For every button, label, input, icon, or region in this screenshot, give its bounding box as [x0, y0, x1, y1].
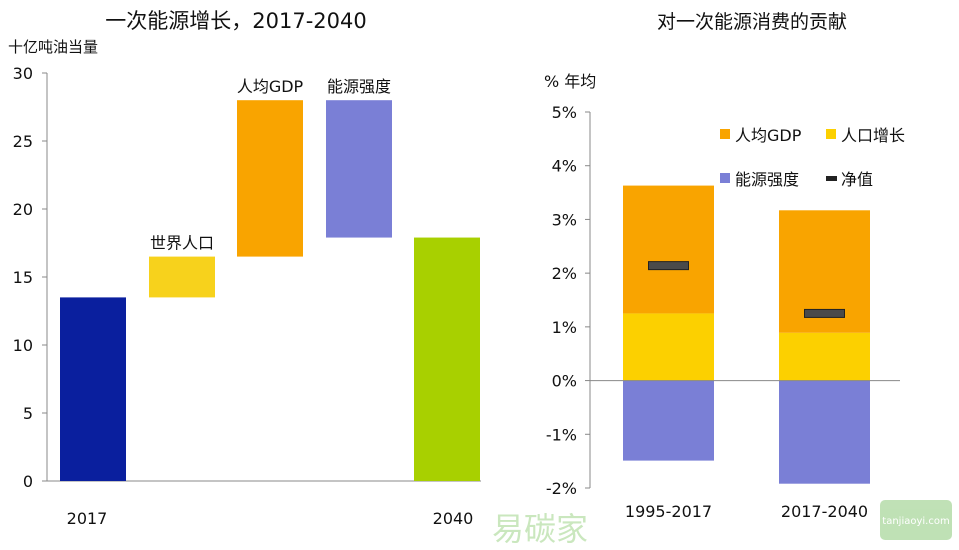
right-y-label: % 年均 [544, 72, 596, 91]
y-tick-label: 25 [13, 132, 33, 151]
legend-label: 人口增长 [841, 126, 905, 145]
y-tick-label: 0 [23, 472, 33, 491]
y-tick-label: 30 [13, 64, 33, 83]
watermark-site-box [880, 500, 952, 540]
bar-2017 [60, 297, 126, 481]
bar-2040 [414, 237, 480, 481]
bar-label: 能源强度 [327, 77, 391, 96]
y-tick-label: 3% [552, 210, 577, 229]
bar-世界人口 [149, 256, 215, 298]
legend-swatch [826, 129, 836, 139]
y-tick-label: -2% [546, 479, 577, 498]
left-chart-title: 一次能源增长，2017-2040 [105, 9, 366, 33]
bar-label: 世界人口 [150, 234, 214, 253]
watermark-text: 易碳家 [492, 510, 588, 546]
legend-swatch [720, 129, 730, 139]
bar-人均GDP [237, 100, 303, 257]
x-tick-label: 2017 [67, 509, 108, 528]
left-chart: 0 5 10 15 20 25 30 2017 世界人口 人均GDP 能源强度 2040 [13, 64, 481, 528]
y-tick-label: 10 [13, 336, 33, 355]
y-tick-label: 15 [13, 268, 33, 287]
legend-swatch [720, 173, 730, 183]
legend-label: 净值 [841, 170, 873, 189]
y-tick-label: 5% [552, 103, 577, 122]
y-tick-label: -1% [546, 425, 577, 444]
y-tick-label: 5 [23, 404, 33, 423]
y-tick-label: 1% [552, 318, 577, 337]
bar-population [623, 313, 714, 381]
right-chart-title: 对一次能源消费的贡献 [657, 11, 847, 33]
x-tick-label: 1995-2017 [625, 502, 712, 521]
net-marker [804, 308, 845, 318]
bar-energy-intensity [623, 380, 714, 461]
bar-能源强度 [326, 100, 392, 238]
y-tick-label: 2% [552, 264, 577, 283]
bar-gdp-per-capita [623, 185, 714, 314]
left-y-label: 十亿吨油当量 [8, 38, 98, 56]
legend-label: 能源强度 [735, 170, 799, 189]
x-tick-label: 2017-2040 [781, 502, 868, 521]
watermark-site: tanjiaoyi.com [882, 516, 949, 527]
y-tick-label: 20 [13, 200, 33, 219]
legend-label: 人均GDP [735, 126, 802, 145]
right-chart: -2% -1% 0% 1% 2% 3% 4% 5% 1995-2017 2017-2040 人均GD… [546, 103, 905, 521]
bar-energy-intensity [779, 380, 870, 484]
x-tick-label: 2040 [433, 509, 474, 528]
watermark: 易碳家 tanjiaoyi.com [492, 500, 952, 548]
legend-swatch [826, 176, 837, 181]
net-marker [648, 261, 689, 271]
y-tick-label: 4% [552, 157, 577, 176]
bar-population [779, 332, 870, 381]
y-tick-label: 0% [552, 372, 577, 391]
bar-label: 人均GDP [237, 77, 304, 96]
